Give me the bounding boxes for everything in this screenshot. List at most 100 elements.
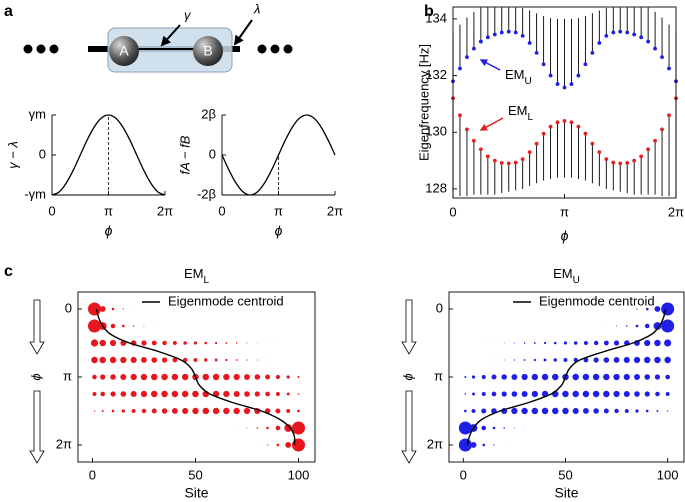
edge-mode-dot	[604, 34, 609, 38]
x-tick-label: 100	[657, 467, 679, 482]
bubble	[132, 325, 135, 327]
bubble	[654, 374, 661, 380]
bubble	[162, 340, 167, 346]
y-tick-label: 128	[425, 180, 447, 195]
bubble	[503, 427, 505, 429]
x-tick-label: 0	[48, 203, 55, 218]
y-tick-label: γm	[29, 106, 46, 121]
ellipsis-dot	[257, 44, 267, 54]
bubble	[644, 323, 650, 329]
bubble	[503, 342, 505, 344]
ellipsis-dot	[49, 44, 59, 54]
bubble	[233, 373, 240, 381]
bubble	[130, 373, 137, 381]
edge-mode-dot	[506, 161, 511, 166]
y-tick-label: 134	[425, 10, 447, 25]
bubble	[533, 358, 536, 362]
bubble	[501, 374, 507, 380]
ellipsis-dot	[283, 44, 293, 54]
bubble	[471, 409, 476, 413]
bubble	[511, 391, 518, 397]
edge-mode-dot	[534, 51, 539, 55]
edge-mode-dot	[541, 131, 546, 136]
bubble	[572, 373, 579, 381]
bubble	[644, 356, 651, 364]
edge-mode-dot	[576, 73, 581, 78]
bubble	[606, 325, 607, 327]
bubble	[254, 374, 261, 380]
legend-label: Eigenmode centroid	[539, 293, 655, 308]
y-tick-label: 0	[209, 146, 216, 161]
y-tick-label: -γm	[24, 186, 46, 201]
centroid-line	[95, 308, 296, 446]
edge-mode-dot	[667, 66, 671, 71]
bubble	[623, 356, 630, 364]
bubble	[603, 373, 610, 381]
bubble	[613, 373, 620, 381]
bubble	[563, 358, 568, 362]
panel-label: c	[4, 263, 13, 280]
bubble	[120, 356, 127, 364]
bubble	[481, 425, 487, 431]
bubble	[654, 356, 661, 364]
legend-label-sub: L	[528, 112, 534, 123]
bubble	[223, 407, 230, 415]
bubble	[626, 308, 628, 310]
site-a	[109, 36, 139, 66]
bubble	[470, 442, 477, 448]
edge-mode-dot	[646, 39, 651, 44]
bubble	[246, 342, 248, 344]
bubble	[524, 427, 525, 429]
bubble	[501, 391, 507, 397]
legend-label-main: EM	[508, 103, 528, 118]
bubble	[99, 339, 106, 347]
bubble	[481, 392, 486, 396]
x-tick-label: π	[560, 204, 569, 219]
bubble	[267, 444, 269, 446]
bubble	[543, 358, 547, 362]
bubble	[284, 424, 293, 432]
x-tick-label: π	[104, 203, 113, 218]
bubble	[244, 374, 250, 380]
edge-mode-dot	[465, 55, 469, 60]
bubble	[458, 438, 472, 452]
edge-mode-dot	[569, 120, 574, 125]
edge-mode-dot	[478, 147, 483, 152]
phi-arrow	[401, 390, 417, 464]
bubble	[633, 356, 641, 364]
bubble	[267, 342, 268, 344]
y-tick-label: -2β	[197, 186, 216, 201]
edge-mode-dot	[618, 161, 623, 166]
bubble	[111, 307, 115, 311]
y-tick-label: π	[63, 368, 72, 383]
edge-mode-dot	[653, 138, 657, 143]
bubble	[661, 302, 675, 316]
bubble	[101, 410, 104, 412]
x-tick-label: 100	[288, 467, 310, 482]
bubble	[521, 391, 528, 397]
bubble	[603, 340, 609, 346]
bubble	[120, 391, 127, 397]
bubble	[256, 359, 258, 361]
edge-mode-dot	[555, 82, 560, 86]
x-axis-label: ϕ	[561, 228, 569, 244]
bubble	[592, 373, 600, 381]
edge-mode-dot	[527, 150, 532, 154]
bubble	[543, 341, 547, 345]
site-label: B	[203, 43, 212, 59]
bubble	[297, 393, 300, 395]
bubble	[541, 373, 549, 381]
bubble	[623, 391, 630, 397]
bubble	[244, 391, 250, 397]
edge-mode-dot	[576, 124, 581, 129]
bubble	[286, 375, 290, 379]
panel-label: b	[424, 3, 434, 20]
edge-mode-dot	[604, 157, 609, 162]
legend-label-main: EM	[505, 67, 525, 82]
lattice-diagram: A B γ λ	[23, 1, 293, 73]
bubble	[151, 357, 158, 363]
bubble	[286, 392, 290, 396]
edge-mode-dot	[632, 158, 637, 163]
chart-title-sub: L	[203, 275, 209, 286]
